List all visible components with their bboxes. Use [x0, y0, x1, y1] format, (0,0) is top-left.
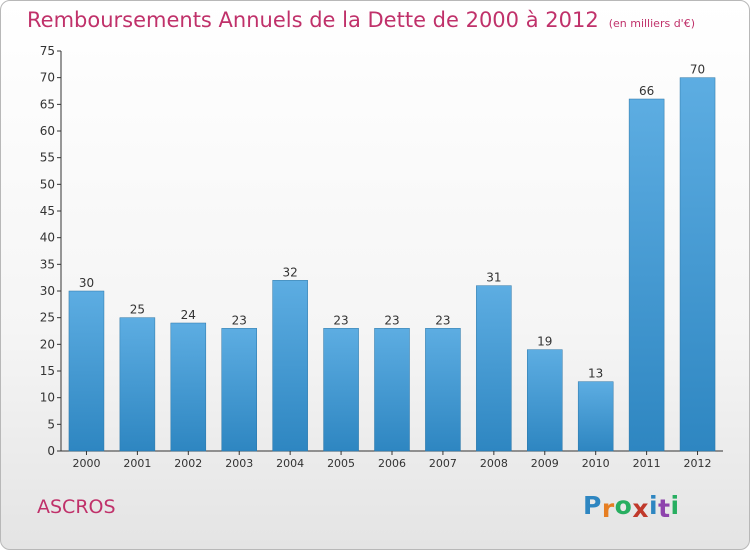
y-tick-label: 0 [47, 444, 55, 458]
bar [221, 328, 257, 452]
bar-value-label: 23 [333, 313, 348, 327]
y-tick-label: 55 [40, 151, 55, 165]
place-name: ASCROS [37, 496, 116, 518]
bar [628, 98, 665, 452]
logo-letter: o [614, 491, 633, 520]
bar [679, 77, 716, 452]
y-tick-label: 70 [40, 71, 55, 85]
y-tick-label: 10 [40, 391, 55, 405]
bar-value-label: 13 [588, 367, 603, 381]
bar [577, 381, 614, 452]
bar-value-label: 25 [130, 303, 145, 317]
bar-value-label: 32 [283, 265, 298, 279]
x-tick-label: 2000 [72, 457, 100, 470]
x-tick-label: 2008 [480, 457, 508, 470]
x-tick-label: 2005 [327, 457, 355, 470]
y-tick-label: 5 [47, 417, 55, 431]
bar [119, 317, 156, 452]
bar [374, 328, 410, 452]
bar-value-label: 30 [79, 276, 94, 290]
chart-title-block: Remboursements Annuels de la Dette de 20… [27, 8, 695, 32]
x-tick-label: 2011 [633, 457, 661, 470]
bar [425, 328, 461, 452]
bar [170, 322, 207, 452]
x-tick-label: 2003 [225, 457, 253, 470]
y-tick-label: 15 [40, 364, 55, 378]
bar-value-label: 24 [181, 308, 196, 322]
bar-value-label: 70 [690, 63, 705, 77]
bar-value-label: 23 [435, 313, 450, 327]
logo-letter: t [658, 494, 671, 523]
x-tick-label: 2009 [531, 457, 559, 470]
y-tick-label: 65 [40, 97, 55, 111]
y-tick-label: 50 [40, 177, 55, 191]
chart-title: Remboursements Annuels de la Dette de 20… [27, 8, 599, 32]
x-tick-label: 2001 [123, 457, 151, 470]
y-tick-label: 30 [40, 284, 55, 298]
bar-value-label: 19 [537, 335, 552, 349]
proxiti-logo: Proxiti [583, 491, 680, 523]
bar-value-label: 23 [232, 313, 247, 327]
x-tick-label: 2012 [684, 457, 712, 470]
x-tick-label: 2010 [582, 457, 610, 470]
bar-value-label: 31 [486, 271, 501, 285]
x-tick-label: 2007 [429, 457, 457, 470]
x-tick-label: 2004 [276, 457, 304, 470]
x-tick-label: 2006 [378, 457, 406, 470]
bar [272, 280, 308, 452]
logo-letter: i [670, 491, 680, 520]
chart-unit-subtitle: (en milliers d'€) [608, 17, 695, 30]
bar [527, 349, 563, 452]
y-tick-label: 40 [40, 231, 55, 245]
x-tick-label: 2002 [174, 457, 202, 470]
logo-letter: i [649, 491, 659, 520]
logo-letter: x [632, 494, 649, 523]
logo-letter: P [583, 491, 602, 520]
y-tick-label: 20 [40, 337, 55, 351]
y-tick-label: 35 [40, 257, 55, 271]
y-tick-label: 25 [40, 311, 55, 325]
y-tick-label: 60 [40, 124, 55, 138]
bar-value-label: 23 [384, 313, 399, 327]
bar [68, 290, 105, 452]
bar-value-label: 66 [639, 84, 654, 98]
bar [323, 328, 359, 452]
logo-letter: r [601, 494, 615, 523]
bar [476, 285, 512, 452]
y-tick-label: 45 [40, 204, 55, 218]
y-tick-label: 75 [40, 44, 55, 58]
